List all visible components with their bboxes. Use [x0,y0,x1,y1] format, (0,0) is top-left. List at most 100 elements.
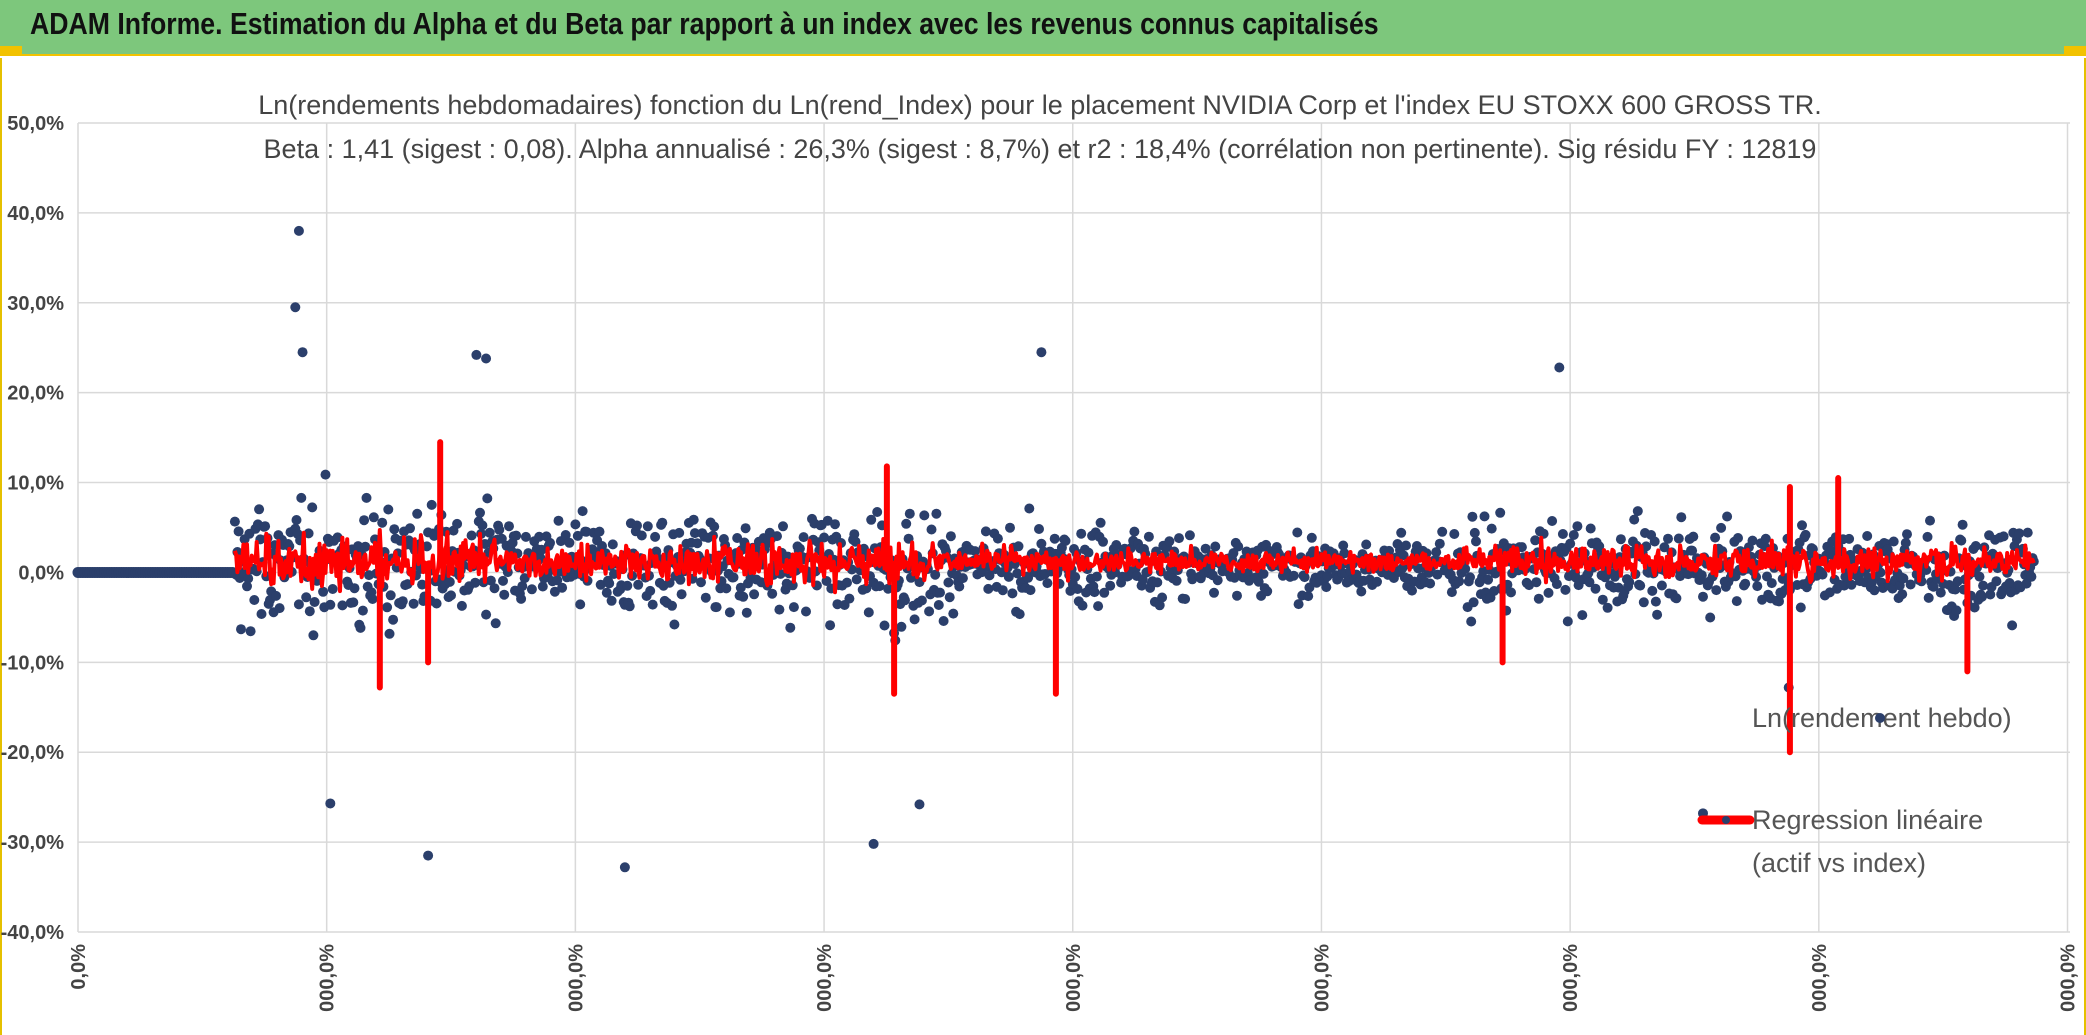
data-point [318,586,329,597]
data-point [243,573,254,584]
data-point [1486,523,1497,534]
data-point [825,620,836,631]
legend-series2-label-line1: Regression linéaire [1752,805,1983,835]
data-point [309,597,320,607]
data-point [361,492,372,503]
data-point [296,492,307,503]
data-point [1034,524,1044,534]
data-point [1869,585,1880,596]
data-point [337,600,348,611]
data-point [1985,589,1996,600]
data-point [2022,527,2033,538]
data-point [1253,576,1264,587]
data-point [1469,527,1480,538]
data-point [304,606,315,617]
data-point [484,527,495,538]
data-point [355,622,366,633]
data-point [1696,570,1707,581]
data-point [446,590,456,601]
data-point [307,502,318,513]
data-point [1671,593,1682,604]
data-point [1970,541,1981,551]
data-point [997,585,1008,596]
data-point [732,533,743,543]
data-point [778,521,788,532]
data-point [735,582,746,593]
data-point [622,580,633,591]
data-point [916,595,927,606]
data-point [819,532,830,543]
data-point [647,599,658,610]
data-point [249,595,260,605]
data-point [1479,511,1490,522]
outlier-point [325,798,336,809]
data-point [879,620,890,631]
data-point [1710,532,1721,543]
data-point [1466,616,1477,627]
data-point [980,526,991,537]
data-point [1005,522,1015,533]
data-point [1242,568,1253,579]
data-point [557,582,568,593]
x-tick-label: 000,0% [1063,944,1085,1012]
data-point [863,607,874,618]
data-point [1299,572,1310,583]
data-point [1846,579,1857,590]
data-point [2004,578,2015,588]
data-point [1531,577,1542,588]
data-point [389,524,400,535]
data-point [1698,591,1708,602]
data-point [954,581,965,592]
data-point [572,530,583,541]
data-point [564,537,575,548]
data-point [575,599,586,610]
y-tick-label: 40,0% [7,203,64,225]
data-point [494,524,505,535]
data-point [2021,578,2032,589]
data-point [1659,542,1670,553]
data-point [1180,594,1191,604]
data-point [633,579,644,590]
data-point [1425,578,1436,589]
data-point [1902,529,1912,540]
outlier-point [471,349,482,360]
data-point [1638,597,1649,608]
x-tick-label: 000,0% [2058,944,2080,1012]
data-point [636,530,647,541]
outlier-point [1554,362,1565,373]
data-point [1747,535,1758,546]
data-point [417,579,428,590]
data-point [721,583,732,594]
data-point [1921,565,1932,575]
data-point [944,592,955,603]
data-point [728,572,739,583]
legend-series2-dot [1722,816,1730,824]
data-point [1584,577,1595,588]
x-tick-label: 000,0% [565,944,587,1012]
data-point [801,606,811,617]
data-point [485,575,496,586]
data-point [377,517,388,528]
data-point [1143,531,1154,542]
outlier-point [297,347,308,358]
data-point [1928,581,1939,592]
data-point [1998,531,2009,542]
data-point [481,609,492,620]
data-point [408,598,419,609]
y-tick-label: 0,0% [18,562,64,584]
data-point [1007,588,1018,599]
data-point [431,598,442,609]
data-point [1687,545,1698,556]
data-point [537,581,548,592]
data-point [738,591,749,602]
data-point [1957,519,1968,530]
data-point [1647,585,1658,596]
data-point [245,626,256,637]
data-point [1795,602,1806,613]
data-point [1467,511,1478,522]
y-tick-label: 10,0% [7,473,64,495]
data-point [1925,515,1935,526]
data-point [274,603,285,614]
data-point [1673,533,1684,544]
